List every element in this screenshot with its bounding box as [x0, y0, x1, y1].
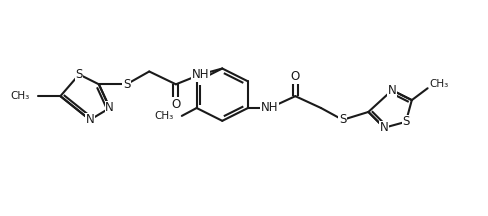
Text: S: S [123, 78, 130, 91]
Text: N: N [387, 84, 396, 97]
Text: O: O [291, 70, 300, 83]
Text: N: N [85, 113, 94, 126]
Text: CH₃: CH₃ [155, 111, 174, 121]
Text: S: S [339, 113, 346, 126]
Text: N: N [380, 121, 388, 134]
Text: N: N [105, 102, 114, 114]
Text: CH₃: CH₃ [11, 91, 30, 101]
Text: S: S [76, 68, 83, 81]
Text: NH: NH [261, 102, 279, 114]
Text: O: O [171, 98, 181, 111]
Text: CH₃: CH₃ [429, 79, 449, 89]
Text: S: S [402, 115, 409, 128]
Text: NH: NH [192, 68, 209, 81]
